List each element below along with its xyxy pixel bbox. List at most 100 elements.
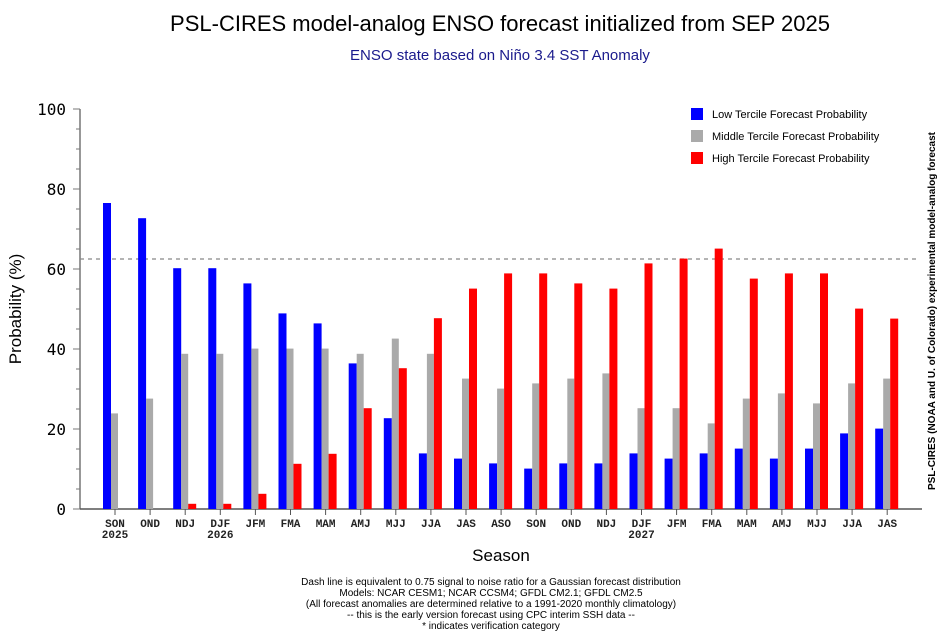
x-tick-label: MAM — [316, 519, 336, 531]
low-tercile-bar — [313, 323, 322, 509]
x-tick-label: JFM — [667, 519, 687, 531]
x-tick-label: JAS — [877, 519, 897, 531]
x-tick-label: OND — [561, 519, 581, 531]
middle-tercile-bar — [637, 408, 645, 509]
low-tercile-bar — [734, 448, 743, 509]
high-tercile-bar — [433, 318, 442, 509]
chart-title: PSL-CIRES model-analog ENSO forecast ini… — [170, 11, 830, 36]
high-tercile-bar — [539, 273, 548, 509]
middle-tercile-bar — [777, 393, 785, 509]
x-tick-label: FMA — [702, 519, 722, 531]
legend-swatch — [691, 108, 703, 120]
high-tercile-bar — [749, 278, 758, 509]
middle-tercile-bar — [216, 353, 224, 509]
x-tick-label: FMA — [281, 519, 301, 531]
low-tercile-bar — [138, 218, 147, 509]
x-tick-label: AMJ — [772, 519, 792, 531]
middle-tercile-bar — [707, 423, 715, 509]
middle-tercile-bar — [813, 403, 820, 509]
bars — [103, 203, 899, 509]
high-tercile-bar — [890, 318, 899, 509]
middle-tercile-bar — [251, 348, 259, 509]
x-tick-label: SON — [105, 519, 125, 531]
low-tercile-bar — [348, 363, 357, 509]
low-tercile-bar — [103, 203, 111, 509]
middle-tercile-bar — [497, 388, 505, 509]
middle-tercile-bar — [672, 408, 680, 509]
legend-label: Low Tercile Forecast Probability — [712, 109, 868, 121]
x-tick-label: JFM — [245, 519, 265, 531]
x-tick-label: JJA — [842, 519, 862, 531]
middle-tercile-bar — [742, 398, 750, 509]
high-tercile-bar — [223, 503, 232, 509]
high-tercile-bar — [714, 248, 723, 509]
x-axis-label: Season — [472, 546, 530, 565]
legend-label: High Tercile Forecast Probability — [712, 153, 870, 165]
high-tercile-bar — [609, 288, 618, 509]
x-axis — [80, 508, 922, 515]
x-tick-label: MJJ — [386, 519, 406, 531]
x-tick-label: DJF — [210, 519, 230, 531]
middle-tercile-bar — [286, 348, 294, 509]
footer-notes: Dash line is equivalent to 0.75 signal t… — [301, 577, 681, 632]
high-tercile-bar — [363, 408, 372, 509]
chart-subtitle: ENSO state based on Niño 3.4 SST Anomaly — [350, 47, 650, 64]
middle-tercile-bar — [356, 353, 364, 509]
middle-tercile-bar — [426, 353, 434, 509]
footer-line: * indicates verification category — [422, 621, 560, 632]
low-tercile-bar — [524, 468, 533, 509]
high-tercile-bar — [574, 283, 583, 509]
middle-tercile-bar — [883, 378, 891, 509]
y-tick-label: 40 — [47, 340, 66, 359]
high-tercile-bar — [258, 493, 267, 509]
legend-label: Middle Tercile Forecast Probability — [712, 131, 880, 143]
middle-tercile-bar — [602, 373, 610, 509]
low-tercile-bar — [840, 433, 849, 509]
low-tercile-bar — [208, 268, 217, 509]
y-tick-label: 60 — [47, 260, 66, 279]
y-tick-label: 0 — [56, 500, 66, 519]
y-tick-label: 100 — [37, 100, 66, 119]
x-tick-label: JAS — [456, 519, 476, 531]
side-note: PSL-CIRES (NOAA and U. of Colorado) expe… — [927, 131, 938, 490]
x-tick-label: SON — [526, 519, 546, 531]
middle-tercile-bar — [532, 383, 540, 509]
high-tercile-bar — [188, 503, 197, 509]
x-tick-label: NDJ — [596, 519, 616, 531]
low-tercile-bar — [278, 313, 287, 509]
x-tick-label: ASO — [491, 519, 511, 531]
y-axis — [73, 108, 81, 510]
footer-line: Dash line is equivalent to 0.75 signal t… — [301, 577, 681, 588]
footer-line: -- this is the early version forecast us… — [347, 610, 635, 621]
x-tick-label: MJJ — [807, 519, 827, 531]
x-tick-year-label: 2026 — [207, 530, 233, 542]
y-axis-label: Probability (%) — [6, 254, 25, 365]
low-tercile-bar — [489, 463, 498, 509]
middle-tercile-bar — [848, 383, 856, 509]
middle-tercile-bar — [321, 348, 329, 509]
middle-tercile-bar — [146, 398, 154, 509]
low-tercile-bar — [454, 458, 462, 509]
low-tercile-bar — [664, 458, 673, 509]
middle-tercile-bar — [181, 353, 189, 509]
x-tick-label: NDJ — [175, 519, 195, 531]
high-tercile-bar — [855, 308, 864, 509]
high-tercile-bar — [644, 263, 653, 509]
high-tercile-bar — [504, 273, 513, 509]
low-tercile-bar — [699, 453, 708, 509]
y-tick-label: 80 — [47, 180, 66, 199]
low-tercile-bar — [805, 448, 813, 509]
legend-swatch — [691, 130, 703, 142]
legend: Low Tercile Forecast Probability Middle T… — [691, 108, 880, 165]
x-tick-label: MAM — [737, 519, 757, 531]
footer-line: (All forecast anomalies are determined r… — [306, 599, 676, 610]
middle-tercile-bar — [567, 378, 575, 509]
high-tercile-bar — [679, 258, 688, 509]
legend-swatch — [691, 152, 703, 164]
low-tercile-bar — [559, 463, 568, 509]
y-tick-label: 20 — [47, 420, 66, 439]
high-tercile-bar — [398, 368, 407, 509]
middle-tercile-bar — [462, 378, 469, 509]
x-tick-year-label: 2027 — [628, 530, 654, 542]
